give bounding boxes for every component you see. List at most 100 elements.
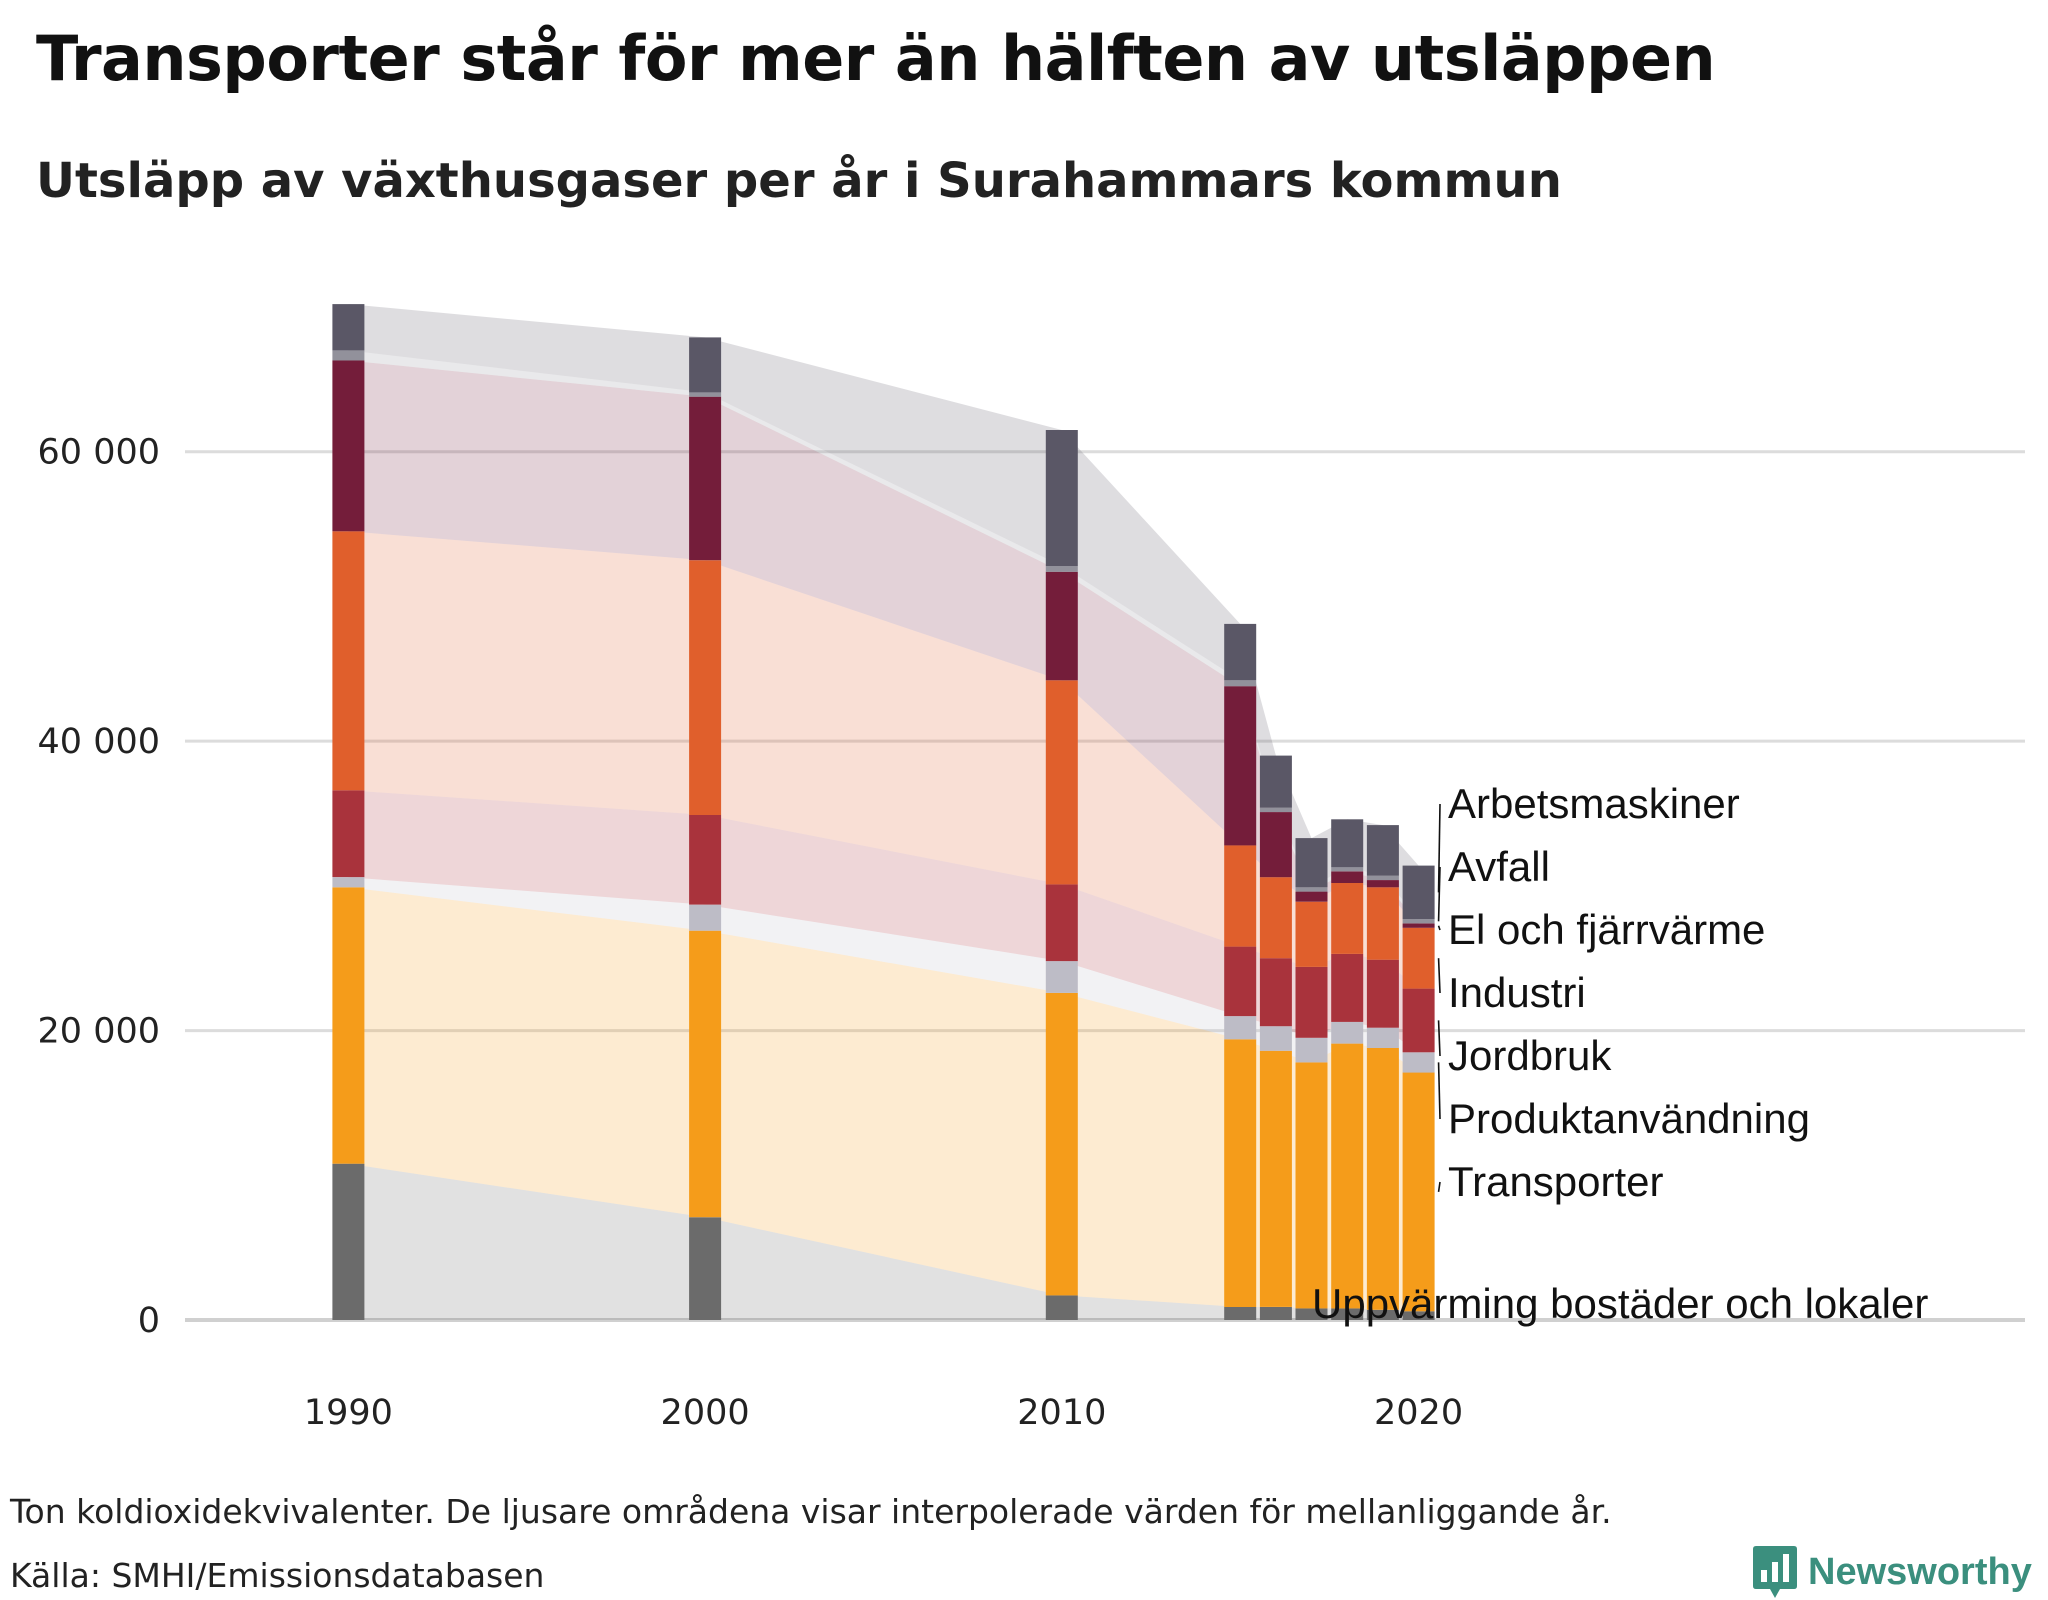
series-label-transporter: Transporter <box>1448 1158 1664 1205</box>
leader-line-jordbruk <box>1437 1020 1441 1057</box>
bar-segment-industri-2017 <box>1295 901 1328 967</box>
bar-segment-produktanvandning-2017 <box>1295 1037 1328 1063</box>
bar-segment-jordbruk-2019 <box>1366 959 1399 1028</box>
bar-segment-transporter-2019 <box>1366 1047 1399 1310</box>
series-labels: Arbetsmaskiner Avfall El och fjärrvärme Ind… <box>1312 780 1928 1327</box>
bar-segment-el-och-fjarrvarme-2018 <box>1331 871 1364 883</box>
source-credit: Källa: SMHI/Emissionsdatabasen <box>10 1556 545 1595</box>
series-label-uppvarming-bostader-och-lokaler: Uppvärming bostäder och lokaler <box>1312 1280 1928 1327</box>
x-tick-label: 1990 <box>304 1393 393 1433</box>
leader-line-avfall <box>1437 866 1441 922</box>
leader-line-produktanvandning <box>1437 1062 1441 1120</box>
y-tick-label: 0 <box>138 1301 160 1341</box>
y-tick-label: 40 000 <box>38 722 160 762</box>
bar-segment-arbetsmaskiner-2000 <box>689 337 722 393</box>
bar-segment-industri-2019 <box>1366 887 1399 960</box>
gridlines <box>185 450 2025 1322</box>
x-tick-label: 2000 <box>661 1393 750 1433</box>
brand-logo[interactable]: Newsworthy <box>1752 1544 2032 1600</box>
series-label-avfall: Avfall <box>1448 843 1550 890</box>
bar-segment-avfall-2017 <box>1295 887 1328 892</box>
bar-segment-avfall-1990 <box>332 350 365 361</box>
bar-segment-produktanvandning-2018 <box>1331 1021 1364 1044</box>
bar-segment-uppvarming-bostader-och-lokaler-2019 <box>1366 1309 1399 1320</box>
bar-segment-arbetsmaskiner-2010 <box>1045 430 1078 566</box>
bar-segment-transporter-2015 <box>1224 1039 1257 1307</box>
bar-segment-el-och-fjarrvarme-1990 <box>332 360 365 532</box>
bar-segment-jordbruk-2015 <box>1224 946 1257 1017</box>
x-tick-label: 2010 <box>1017 1393 1106 1433</box>
bar-segment-transporter-2017 <box>1295 1062 1328 1309</box>
bar-segment-avfall-2010 <box>1045 566 1078 572</box>
bar-segment-avfall-2018 <box>1331 867 1364 872</box>
bar-segment-industri-2000 <box>689 560 722 815</box>
series-label-jordbruk: Jordbruk <box>1448 1032 1612 1079</box>
bar-segment-jordbruk-2017 <box>1295 966 1328 1038</box>
bar-segment-avfall-2016 <box>1259 807 1292 812</box>
stacked-bar-chart: 0 20 000 40 000 60 000 1990 2000 2010 2020 Arbe… <box>38 304 2025 1433</box>
bar-segment-el-och-fjarrvarme-2016 <box>1259 812 1292 878</box>
bar-segment-industri-2016 <box>1259 877 1292 959</box>
bar-segment-jordbruk-1990 <box>332 790 365 878</box>
bar-segment-el-och-fjarrvarme-2020 <box>1402 923 1435 928</box>
bar-segment-el-och-fjarrvarme-2015 <box>1224 686 1257 846</box>
leader-line-transporter <box>1437 1181 1441 1193</box>
newsworthy-logo-icon <box>1753 1546 1797 1598</box>
interpolated-areas <box>348 304 1419 1320</box>
footnote: Ton koldioxidekvivalenter. De ljusare om… <box>10 1492 1612 1531</box>
bar-segment-arbetsmaskiner-2016 <box>1259 755 1292 808</box>
bars <box>332 304 1435 1320</box>
bar-segment-uppvarming-bostader-och-lokaler-2016 <box>1259 1307 1292 1320</box>
leader-line-arbetsmaskiner <box>1437 803 1441 893</box>
bar-segment-uppvarming-bostader-och-lokaler-2000 <box>689 1217 722 1320</box>
bar-segment-uppvarming-bostader-och-lokaler-1990 <box>332 1163 365 1320</box>
bar-segment-el-och-fjarrvarme-2000 <box>689 396 722 561</box>
area-el-och-fjarrvarme <box>348 360 1419 928</box>
bar-segment-industri-2018 <box>1331 883 1364 954</box>
bar-segment-arbetsmaskiner-2018 <box>1331 819 1364 868</box>
bar-segment-produktanvandning-2015 <box>1224 1016 1257 1040</box>
bar-segment-transporter-2000 <box>689 930 722 1218</box>
bar-segment-industri-2010 <box>1045 680 1078 885</box>
bar-segment-arbetsmaskiner-2017 <box>1295 838 1328 888</box>
bar-segment-el-och-fjarrvarme-2017 <box>1295 891 1328 902</box>
series-label-arbetsmaskiner: Arbetsmaskiner <box>1448 780 1740 827</box>
y-tick-label: 20 000 <box>38 1012 160 1052</box>
leader-line-industri <box>1437 958 1441 994</box>
bar-segment-jordbruk-2000 <box>689 814 722 905</box>
bar-segment-uppvarming-bostader-och-lokaler-2010 <box>1045 1295 1078 1320</box>
bar-segment-uppvarming-bostader-och-lokaler-2017 <box>1295 1308 1328 1320</box>
area-uppvarming-bostader-och-lokaler <box>348 1163 1419 1320</box>
bar-segment-industri-2015 <box>1224 845 1257 947</box>
x-tick-label: 2020 <box>1374 1393 1463 1433</box>
bar-segment-arbetsmaskiner-2020 <box>1402 865 1435 920</box>
bar-segment-produktanvandning-2010 <box>1045 961 1078 993</box>
bar-segment-transporter-1990 <box>332 887 365 1164</box>
bar-segment-transporter-2016 <box>1259 1050 1292 1307</box>
bar-segment-uppvarming-bostader-och-lokaler-2015 <box>1224 1307 1257 1320</box>
area-industri <box>348 531 1419 989</box>
bar-segment-el-och-fjarrvarme-2010 <box>1045 571 1078 681</box>
y-tick-label: 60 000 <box>38 433 160 473</box>
axes: 0 20 000 40 000 60 000 1990 2000 2010 2020 <box>38 433 1464 1433</box>
bar-segment-uppvarming-bostader-och-lokaler-2020 <box>1402 1311 1435 1320</box>
brand-name: Newsworthy <box>1808 1550 2032 1593</box>
area-transporter <box>348 887 1419 1312</box>
chart-subtitle: Utsläpp av växthusgaser per år i Suraham… <box>36 153 1562 209</box>
bar-segment-jordbruk-2018 <box>1331 953 1364 1022</box>
bar-segment-jordbruk-2016 <box>1259 958 1292 1027</box>
series-label-produktanvandning: Produktanvändning <box>1448 1095 1810 1142</box>
bar-segment-avfall-2015 <box>1224 680 1257 687</box>
bar-segment-jordbruk-2020 <box>1402 988 1435 1053</box>
area-jordbruk <box>348 790 1419 1053</box>
bar-segment-produktanvandning-2016 <box>1259 1026 1292 1051</box>
bar-segment-produktanvandning-2020 <box>1402 1052 1435 1073</box>
bar-segment-avfall-2020 <box>1402 919 1435 924</box>
bar-segment-avfall-2019 <box>1366 875 1399 880</box>
bar-segment-jordbruk-2010 <box>1045 884 1078 962</box>
bar-segment-transporter-2018 <box>1331 1043 1364 1309</box>
bar-segment-arbetsmaskiner-1990 <box>332 304 365 351</box>
bar-segment-el-och-fjarrvarme-2019 <box>1366 880 1399 888</box>
bar-segment-industri-2020 <box>1402 927 1435 989</box>
bar-segment-produktanvandning-2000 <box>689 904 722 931</box>
